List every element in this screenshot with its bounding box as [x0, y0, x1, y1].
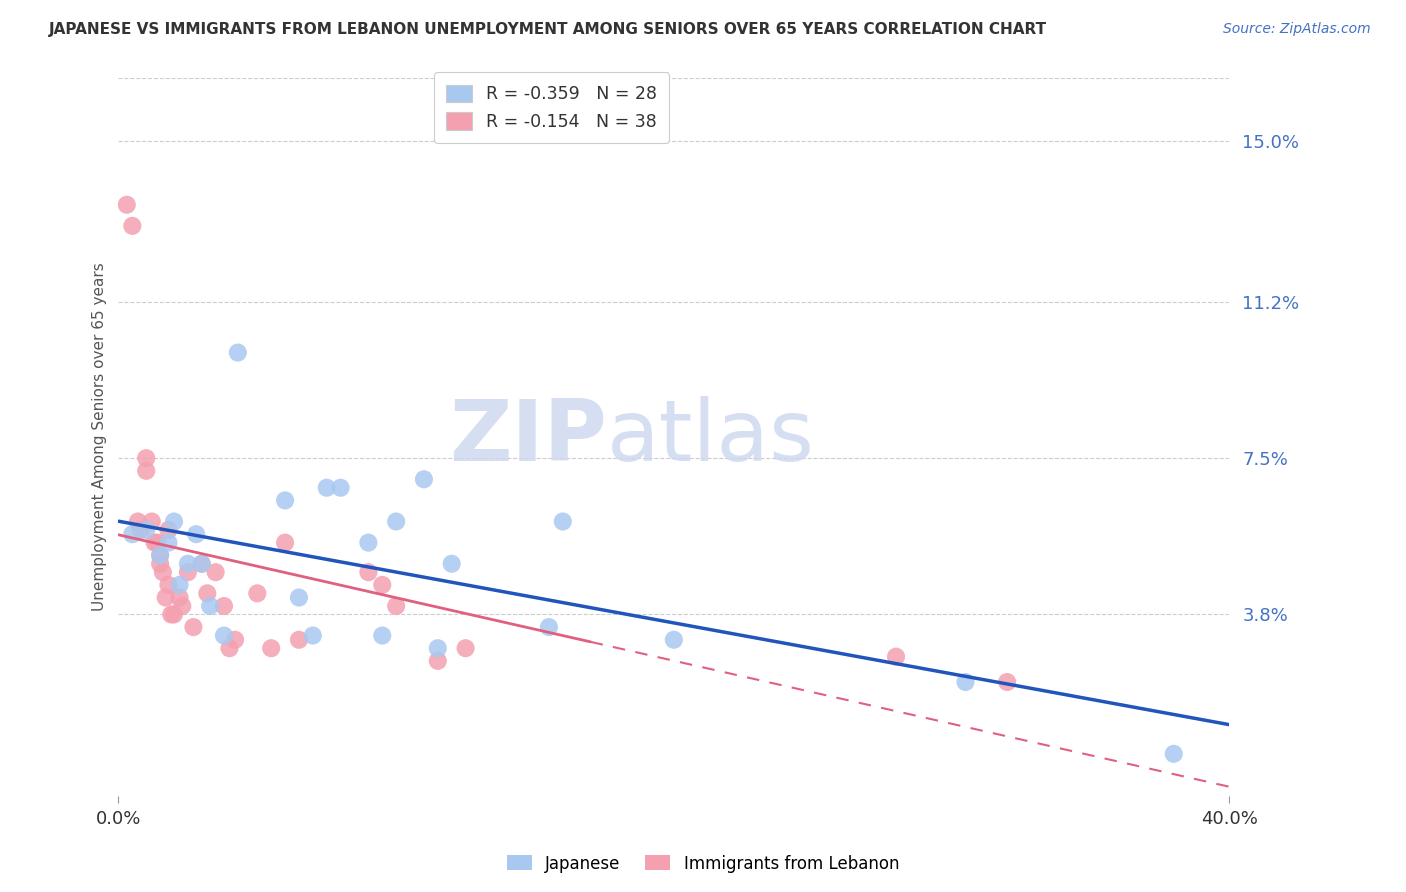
Point — [172, 599, 194, 613]
Point — [413, 472, 436, 486]
Legend: Japanese, Immigrants from Lebanon: Japanese, Immigrants from Lebanon — [501, 848, 905, 880]
Point — [537, 620, 560, 634]
Point — [212, 599, 235, 613]
Point — [190, 557, 212, 571]
Text: atlas: atlas — [607, 395, 815, 478]
Point — [149, 557, 172, 571]
Point — [302, 629, 325, 643]
Point — [146, 535, 169, 549]
Point — [329, 481, 352, 495]
Point — [357, 565, 380, 579]
Point — [155, 591, 177, 605]
Point — [371, 578, 394, 592]
Point — [454, 641, 477, 656]
Point — [157, 578, 180, 592]
Point — [135, 523, 157, 537]
Point — [115, 198, 138, 212]
Point — [288, 632, 311, 647]
Point — [149, 549, 172, 563]
Point — [212, 629, 235, 643]
Point — [121, 527, 143, 541]
Point — [551, 515, 574, 529]
Point — [226, 345, 249, 359]
Point — [169, 578, 191, 592]
Point — [385, 515, 408, 529]
Point — [163, 515, 186, 529]
Y-axis label: Unemployment Among Seniors over 65 years: Unemployment Among Seniors over 65 years — [93, 262, 107, 611]
Point — [385, 599, 408, 613]
Point — [198, 599, 221, 613]
Legend: R = -0.359   N = 28, R = -0.154   N = 38: R = -0.359 N = 28, R = -0.154 N = 38 — [434, 72, 669, 143]
Text: ZIP: ZIP — [450, 395, 607, 478]
Point — [955, 675, 977, 690]
Point — [135, 464, 157, 478]
Point — [274, 535, 297, 549]
Point — [183, 620, 205, 634]
Point — [218, 641, 240, 656]
Point — [169, 591, 191, 605]
Point — [149, 549, 172, 563]
Point — [121, 219, 143, 233]
Point — [260, 641, 283, 656]
Text: Source: ZipAtlas.com: Source: ZipAtlas.com — [1223, 22, 1371, 37]
Point — [884, 649, 907, 664]
Point — [127, 515, 149, 529]
Point — [224, 632, 246, 647]
Point — [995, 675, 1018, 690]
Text: JAPANESE VS IMMIGRANTS FROM LEBANON UNEMPLOYMENT AMONG SENIORS OVER 65 YEARS COR: JAPANESE VS IMMIGRANTS FROM LEBANON UNEM… — [49, 22, 1047, 37]
Point — [129, 523, 152, 537]
Point — [190, 557, 212, 571]
Point — [163, 607, 186, 622]
Point — [246, 586, 269, 600]
Point — [135, 451, 157, 466]
Point — [426, 654, 449, 668]
Point — [143, 535, 166, 549]
Point — [177, 557, 200, 571]
Point — [371, 629, 394, 643]
Point — [662, 632, 685, 647]
Point — [288, 591, 311, 605]
Point — [152, 565, 174, 579]
Point — [186, 527, 208, 541]
Point — [160, 607, 183, 622]
Point — [357, 535, 380, 549]
Point — [204, 565, 226, 579]
Point — [315, 481, 337, 495]
Point — [1163, 747, 1185, 761]
Point — [177, 565, 200, 579]
Point — [274, 493, 297, 508]
Point — [440, 557, 463, 571]
Point — [157, 523, 180, 537]
Point — [426, 641, 449, 656]
Point — [157, 535, 180, 549]
Point — [195, 586, 218, 600]
Point — [141, 515, 163, 529]
